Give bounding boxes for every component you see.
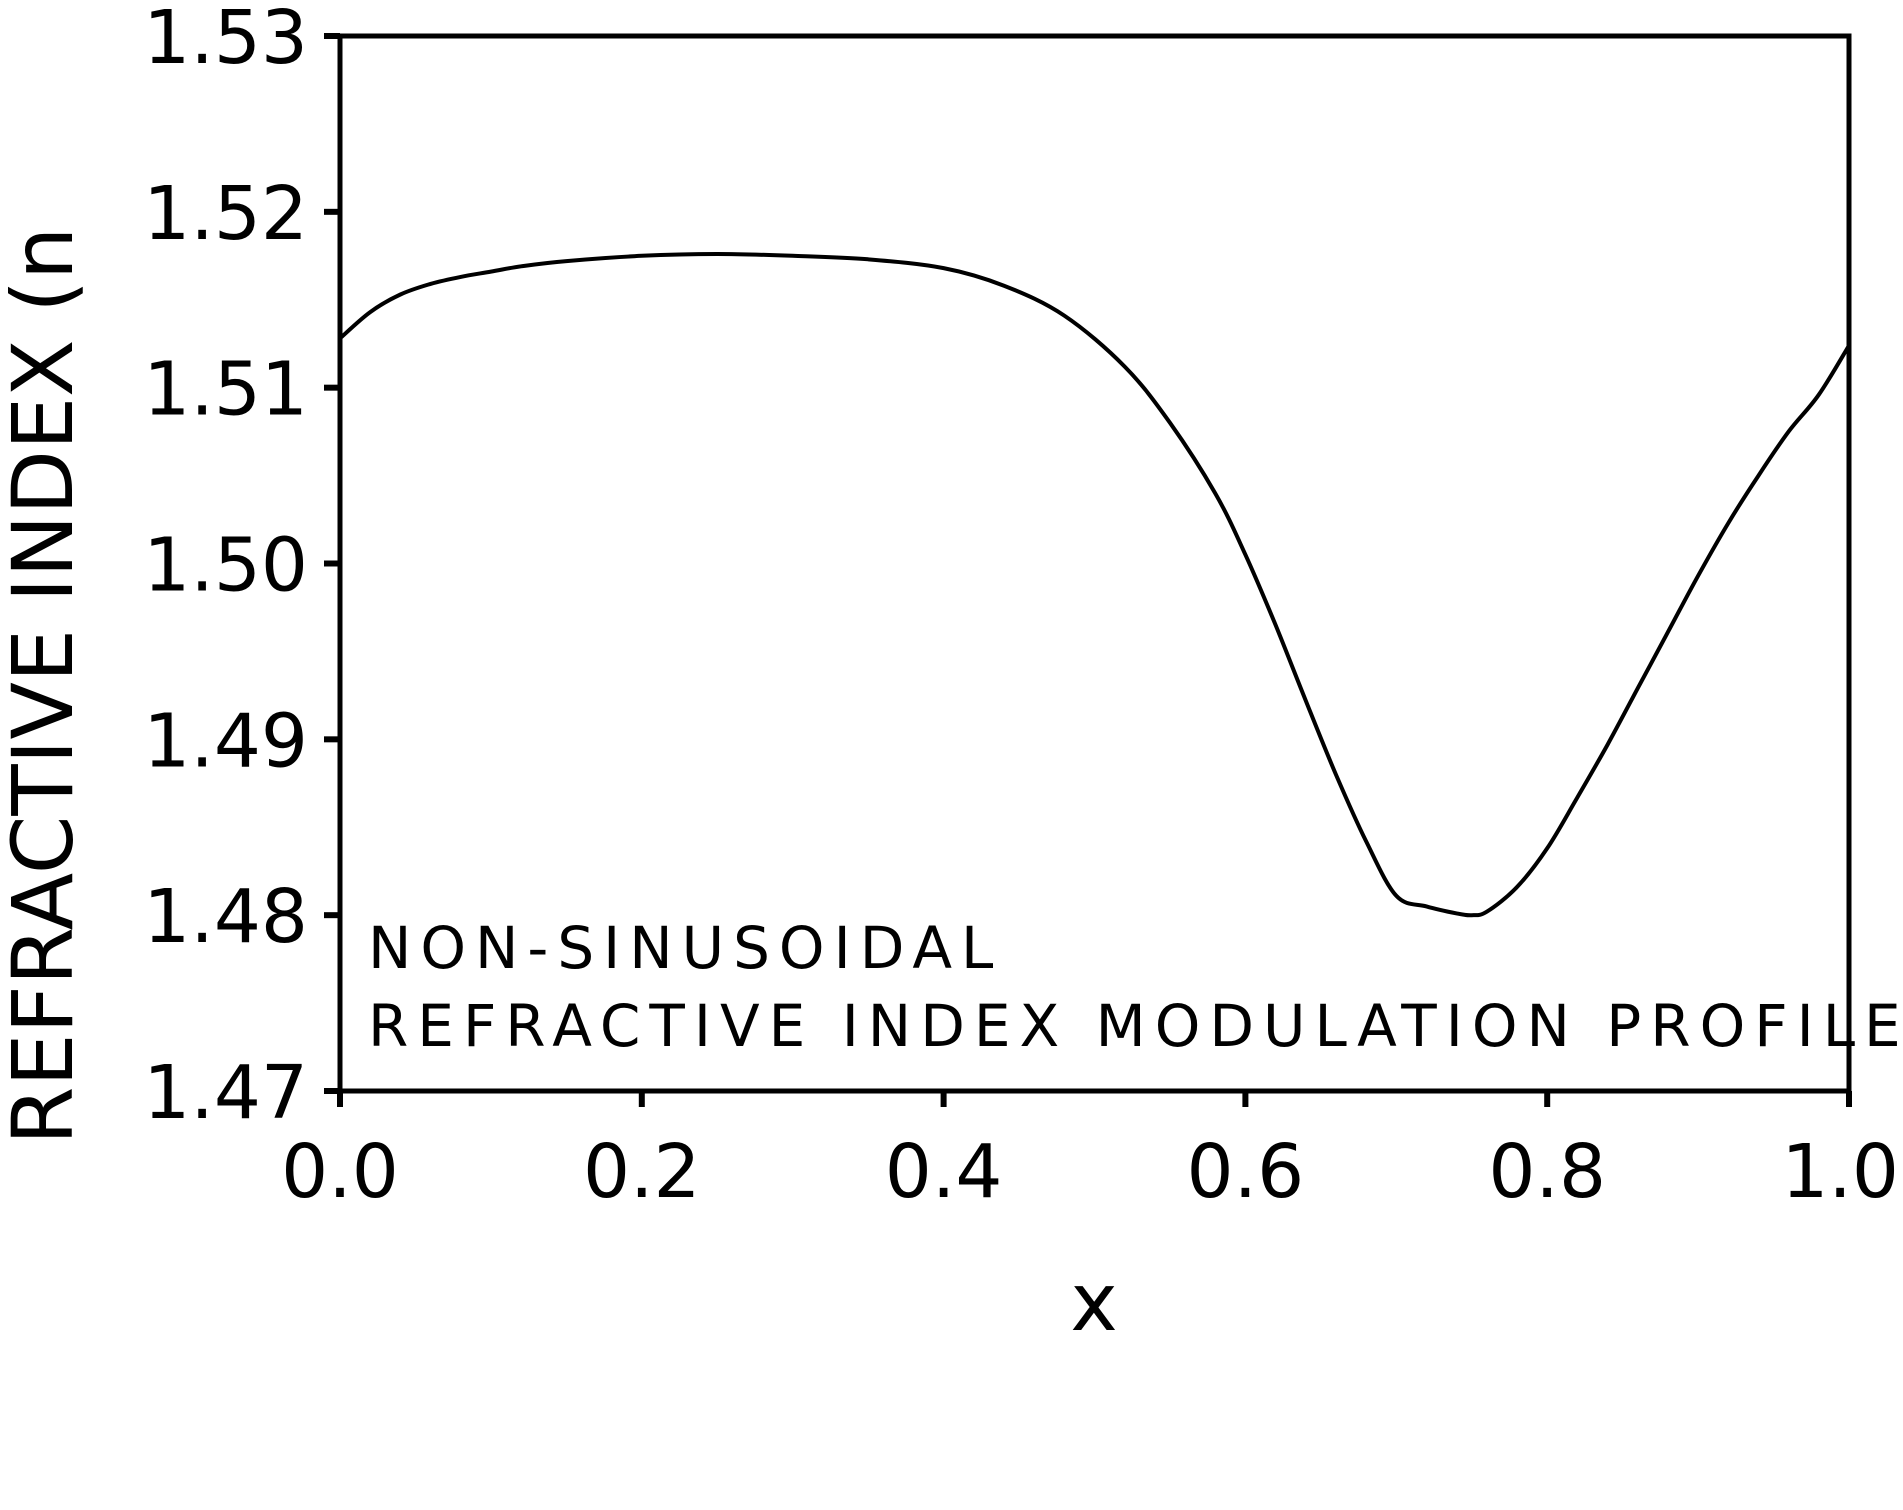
y-tick-label: 1.50 bbox=[143, 523, 308, 609]
x-tick-label: 0.4 bbox=[885, 1129, 1003, 1215]
x-tick-label: 0.6 bbox=[1187, 1129, 1305, 1215]
y-tick-label: 1.53 bbox=[143, 0, 308, 81]
x-tick-label: 1.0 bbox=[1781, 1129, 1899, 1215]
x-tick-label: 0.2 bbox=[583, 1129, 701, 1215]
y-tick-label: 1.47 bbox=[143, 1050, 308, 1136]
y-axis-ticks: 1.47 1.48 1.49 1.50 1.51 1.52 1.53 bbox=[143, 0, 340, 1136]
annotation-line-2: REFRACTIVE INDEX MODULATION PROFILE bbox=[368, 992, 1903, 1060]
x-tick-label: 0.0 bbox=[281, 1129, 399, 1215]
y-tick-label: 1.48 bbox=[143, 874, 308, 960]
x-axis-title: x bbox=[1070, 1256, 1117, 1349]
y-tick-label: 1.49 bbox=[143, 698, 308, 784]
series-line bbox=[338, 252, 1851, 918]
x-axis-ticks: 0.0 0.2 0.4 0.6 0.8 1.0 bbox=[281, 1091, 1899, 1215]
y-tick-label: 1.52 bbox=[143, 171, 308, 257]
y-axis-title: REFRACTIVE INDEX (n bbox=[0, 227, 92, 1145]
annotation-line-1: NON-SINUSOIDAL bbox=[368, 914, 1002, 982]
y-tick-label: 1.51 bbox=[143, 347, 308, 433]
x-tick-label: 0.8 bbox=[1488, 1129, 1606, 1215]
